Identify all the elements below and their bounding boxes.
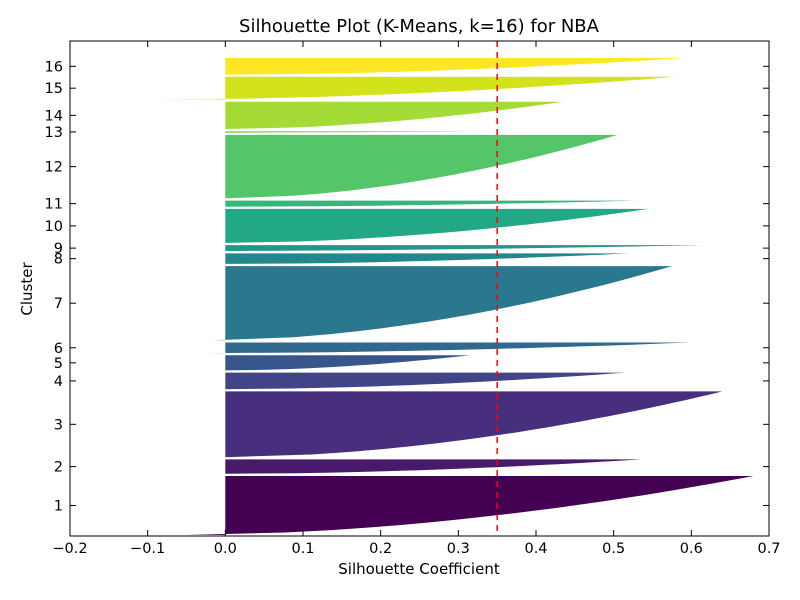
- silhouette-cluster-6: [205, 342, 692, 354]
- silhouette-cluster-2: [225, 459, 641, 474]
- silhouette-cluster-9: [171, 245, 703, 252]
- y-tick-label: 3: [54, 417, 63, 433]
- silhouette-cluster-12: [225, 134, 618, 199]
- y-tick-label: 7: [54, 296, 63, 312]
- y-tick-label: 16: [45, 59, 63, 75]
- x-tick-label: 0.0: [214, 541, 237, 557]
- y-tick-label: 11: [45, 197, 63, 213]
- silhouette-cluster-10: [225, 208, 649, 243]
- x-axis-ticks: −0.2 −0.1 0.0 0.1 0.2 0.3 0.4 0.5 0.6 0.7: [52, 41, 781, 557]
- y-tick-label: 9: [54, 241, 63, 257]
- silhouette-cluster-14: [225, 101, 564, 129]
- x-tick-label: 0.6: [680, 541, 703, 557]
- y-tick-label: 2: [54, 460, 63, 476]
- y-tick-label: 6: [54, 341, 63, 357]
- y-tick-label: 4: [54, 374, 63, 390]
- x-tick-label: 0.2: [369, 541, 392, 557]
- y-tick-label: 12: [45, 160, 63, 176]
- x-tick-label: 0.4: [524, 541, 547, 557]
- chart-title: Silhouette Plot (K-Means, k=16) for NBA: [239, 16, 600, 37]
- x-axis-label: Silhouette Coefficient: [338, 560, 500, 578]
- x-tick-label: 0.3: [447, 541, 470, 557]
- silhouette-cluster-4: [221, 372, 626, 390]
- y-tick-label: 10: [45, 219, 63, 235]
- y-tick-label: 8: [54, 252, 63, 268]
- x-tick-label: 0.7: [757, 541, 780, 557]
- silhouette-cluster-15: [159, 76, 676, 100]
- y-axis-label: Cluster: [18, 262, 36, 316]
- silhouette-cluster-1: [186, 476, 754, 535]
- silhouette-cluster-8: [225, 253, 630, 264]
- y-tick-label: 5: [54, 356, 63, 372]
- y-tick-label: 13: [45, 125, 63, 141]
- silhouette-bars: [159, 58, 754, 535]
- x-tick-label: −0.2: [52, 541, 87, 557]
- silhouette-cluster-13: [194, 131, 498, 133]
- y-tick-label: 15: [45, 81, 63, 97]
- silhouette-cluster-7: [213, 266, 672, 341]
- x-tick-label: 0.1: [291, 541, 314, 557]
- plot-frame: [69, 40, 770, 537]
- silhouette-cluster-3: [225, 391, 723, 458]
- silhouette-cluster-16: [225, 58, 684, 75]
- plot-area-border: [69, 40, 770, 537]
- x-tick-label: 0.5: [602, 541, 625, 557]
- y-tick-label: 1: [54, 499, 63, 515]
- silhouette-cluster-5: [225, 355, 470, 371]
- y-tick-label: 14: [45, 108, 63, 124]
- silhouette-cluster-11: [221, 200, 637, 207]
- x-tick-label: −0.1: [130, 541, 165, 557]
